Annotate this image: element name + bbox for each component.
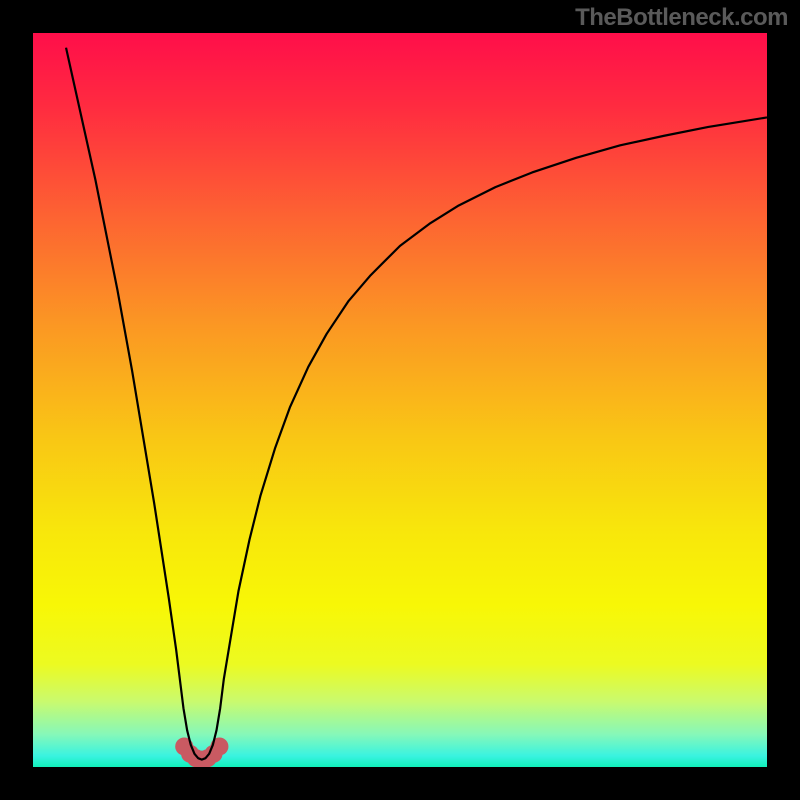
chart-svg <box>33 33 767 767</box>
chart-container: TheBottleneck.com <box>0 0 800 800</box>
plot-area <box>33 33 767 767</box>
gradient-background <box>33 33 767 767</box>
watermark-text: TheBottleneck.com <box>575 4 788 32</box>
